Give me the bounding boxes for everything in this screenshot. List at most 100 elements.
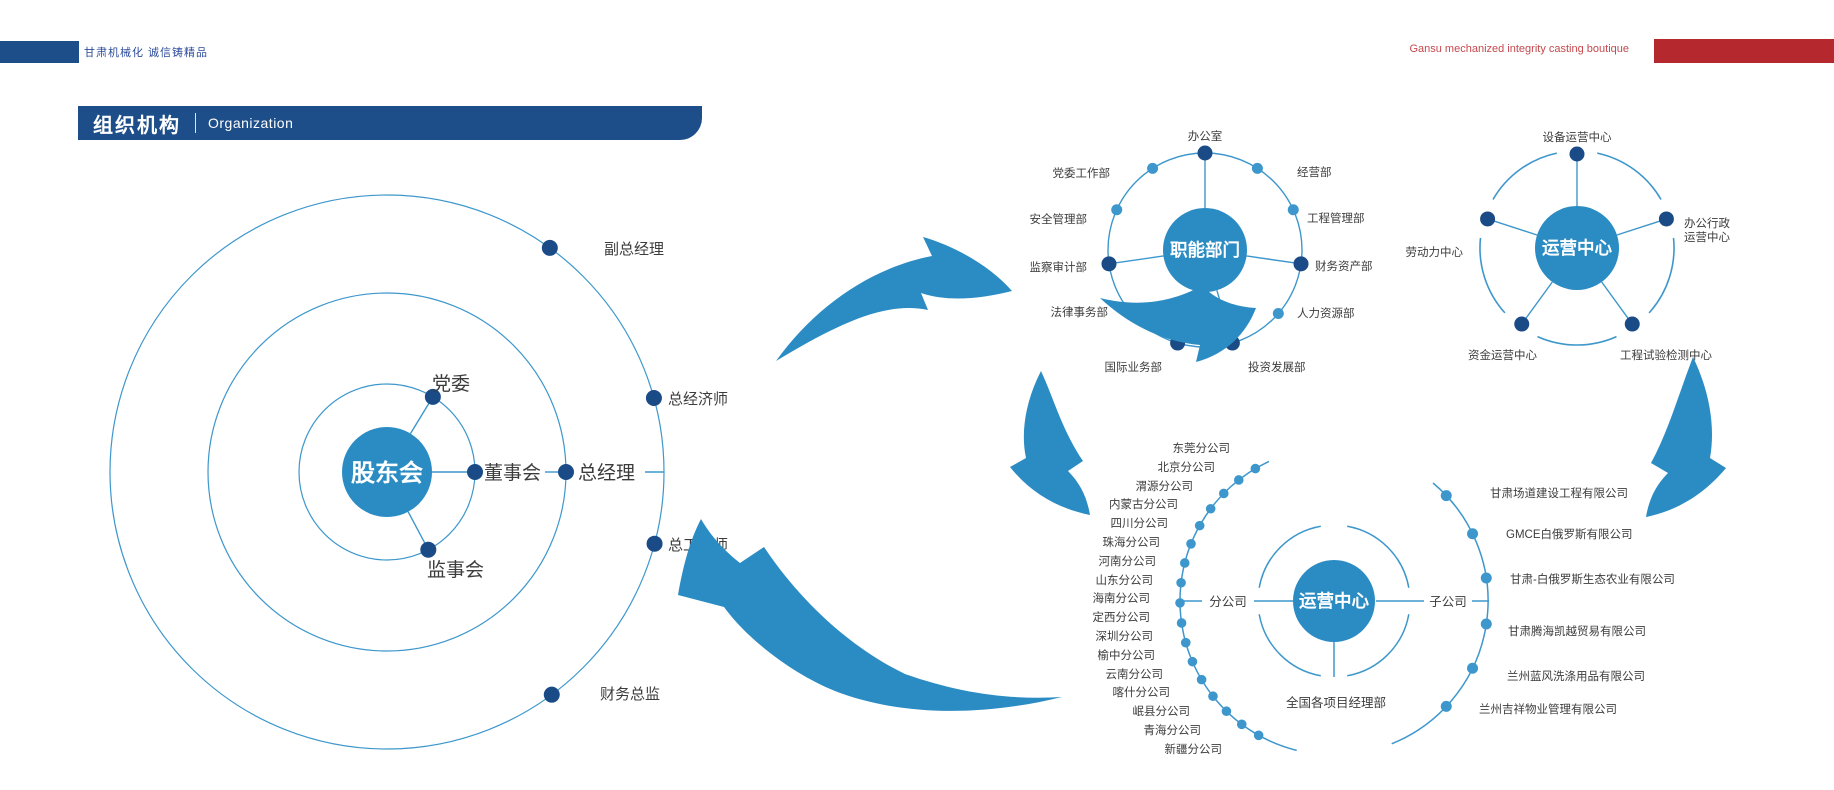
subsidiary-label: GMCE白俄罗斯有限公司 [1506,527,1633,541]
branch-dot [1218,488,1229,499]
branch-label: 渭源分公司 [1136,479,1194,493]
branch-dot [1175,598,1185,608]
center-dot [1569,146,1585,162]
branch-label: 新疆分公司 [1165,742,1223,756]
branch-label: 北京分公司 [1158,460,1216,474]
department-dot [1111,204,1123,216]
flow-arrow-to-functional [776,237,1012,361]
branch-dot [1176,618,1187,628]
subsidiary-dot [1480,618,1492,630]
outer-orbit-label: 副总经理 [604,241,664,258]
subsidiary-dot [1480,572,1492,584]
center-dot [1624,316,1640,332]
department-label: 党委工作部 [1053,166,1111,180]
wheel-spoke [1487,218,1538,236]
department-label: 财务资产部 [1315,259,1373,273]
middle-orbit-label: 总经理 [578,462,635,484]
operations-hub [1535,206,1619,290]
department-label: 安全管理部 [1030,212,1088,226]
flow-arrow-company-return [678,519,1062,711]
subsidiary-dot [1440,490,1452,502]
subsidiary-label: 甘肃场道建设工程有限公司 [1490,486,1628,500]
wheel-spoke [1246,255,1302,265]
company-inner-arc [1347,614,1410,677]
flow-arrow-operations-to-company [1646,357,1726,517]
branch-label: 珠海分公司 [1103,535,1161,549]
inner-orbit-dot [420,541,437,558]
branch-label: 河南分公司 [1099,554,1157,568]
center-label: 劳动力中心 [1406,246,1464,259]
branch-label: 定西分公司 [1093,610,1151,624]
subsidiary-label: 兰州吉祥物业管理有限公司 [1479,702,1617,716]
inner-orbit-label: 党委 [432,373,470,395]
company-inner-arc [1258,525,1321,588]
slogan-english: Gansu mechanized integrity casting bouti… [1409,43,1629,55]
department-label: 经营部 [1297,165,1332,179]
functional-hub-label: 职能部门 [1170,240,1240,260]
wheel-spoke [1601,281,1633,325]
branch-label: 山东分公司 [1096,574,1154,587]
outer-orbit-dot [541,239,558,256]
center-dot [1658,211,1674,227]
middle-orbit-dot [558,464,574,480]
department-label: 办公室 [1188,129,1223,143]
branch-dot [1205,503,1216,514]
outer-orbit-dot [645,389,662,406]
branch-dot [1253,730,1264,741]
branch-label: 岷县分公司 [1133,705,1191,718]
branch-dot [1187,656,1198,667]
subsidiary-arc [1391,482,1489,745]
inner-orbit-label: 监事会 [427,559,484,581]
inner-orbit-dot [467,464,483,480]
company-hub-label: 运营中心 [1299,591,1369,611]
branch-dot [1186,539,1196,549]
branch-label: 东莞分公司 [1173,442,1231,455]
title-divider [195,113,196,133]
company-hub [1293,560,1375,642]
inner-orbit-dot [424,388,441,405]
operations-wheel-arc [1597,152,1662,200]
center-label: 办公行政运营中心 [1684,216,1730,244]
subsidiary-label: 兰州蓝风洗涤用品有限公司 [1507,669,1645,683]
branch-dot [1250,463,1261,474]
section-title-banner: 组织机构 Organization [78,106,702,140]
branch-dot [1236,719,1247,730]
operations-hub-label: 运营中心 [1542,238,1612,258]
subsidiary-dot [1440,700,1452,712]
center-label: 设备运营中心 [1543,130,1612,144]
department-dot [1272,308,1284,320]
functional-hub [1163,208,1247,292]
center-label: 工程试验检测中心 [1620,348,1712,362]
branch-dot [1176,577,1186,588]
branch-dot [1179,558,1190,568]
branch-dot [1196,674,1207,685]
outer-orbit-label: 财务总监 [600,686,660,703]
branch-label: 四川分公司 [1111,517,1169,530]
department-label: 国际业务部 [1105,360,1163,374]
branch-dot [1233,475,1244,485]
header-right-bar [1654,39,1834,63]
page-title: 组织机构 [93,114,181,137]
flow-arrow-functional-to-company [1010,371,1090,515]
branch-label: 海南分公司 [1093,591,1151,605]
subsidiary-axis-label: 子公司 [1429,595,1467,609]
wheel-spoke [1521,281,1553,325]
outer-orbit-dot [646,535,663,552]
outer-orbit-dot [543,686,560,703]
department-label: 监察审计部 [1030,260,1088,274]
branch-label: 榆中分公司 [1098,648,1156,662]
branch-label: 深圳分公司 [1096,629,1154,643]
branch-label: 青海分公司 [1144,723,1202,737]
outer-orbit-label: 总经济师 [668,391,728,408]
center-label: 资金运营中心 [1468,348,1537,362]
department-label: 工程管理部 [1307,211,1365,225]
branch-dot [1180,637,1191,648]
branch-label: 云南分公司 [1106,667,1164,681]
department-dot [1101,256,1117,272]
department-label: 法律事务部 [1051,305,1109,319]
operations-wheel-arc [1479,237,1506,314]
branch-label: 喀什分公司 [1113,686,1171,699]
branch-axis-label: 分公司 [1209,595,1247,609]
